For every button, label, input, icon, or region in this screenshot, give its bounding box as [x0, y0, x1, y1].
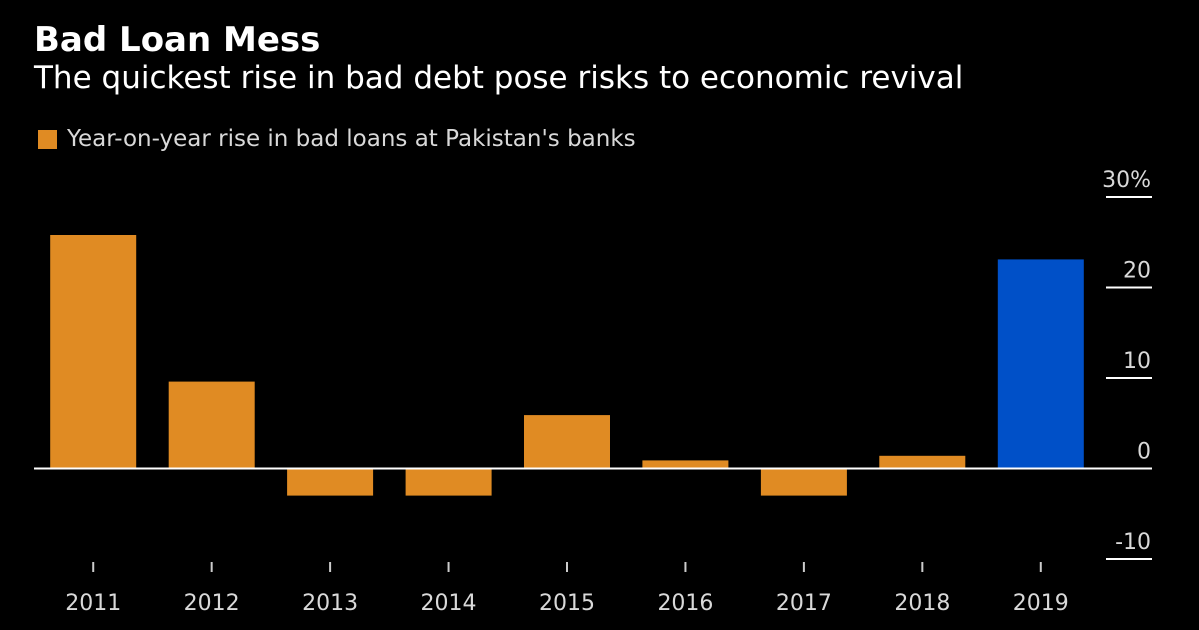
x-tick-label: 2013: [302, 591, 358, 616]
bar-2019: [997, 259, 1084, 469]
y-tick-label: -10: [1115, 530, 1151, 555]
bar-2016: [642, 460, 729, 469]
bar-2012: [168, 381, 255, 469]
x-tick-label: 2019: [1013, 591, 1069, 616]
bar-2011: [50, 235, 137, 469]
x-tick-label: 2014: [421, 591, 477, 616]
x-tick-label: 2012: [184, 591, 240, 616]
x-tick-label: 2016: [657, 591, 713, 616]
bar-2013: [287, 468, 374, 496]
bar-2017: [760, 468, 847, 496]
legend-swatch: [38, 129, 57, 149]
y-tick-label: 20: [1123, 259, 1151, 284]
x-tick-label: 2011: [65, 591, 121, 616]
bar-2015: [524, 415, 610, 469]
bar-2014: [405, 468, 492, 496]
bar-2018: [879, 455, 966, 469]
x-tick-label: 2015: [539, 591, 595, 616]
y-tick-label: 30%: [1102, 168, 1151, 193]
x-tick-label: 2017: [776, 591, 832, 616]
legend-label: Year-on-year rise in bad loans at Pakist…: [67, 126, 636, 152]
y-tick-label: 10: [1123, 349, 1151, 374]
y-tick-label: 0: [1137, 440, 1151, 465]
chart-subtitle: The quickest rise in bad debt pose risks…: [34, 60, 964, 96]
chart-title: Bad Loan Mess: [34, 20, 321, 60]
x-tick-label: 2018: [894, 591, 950, 616]
legend: Year-on-year rise in bad loans at Pakist…: [38, 124, 636, 154]
